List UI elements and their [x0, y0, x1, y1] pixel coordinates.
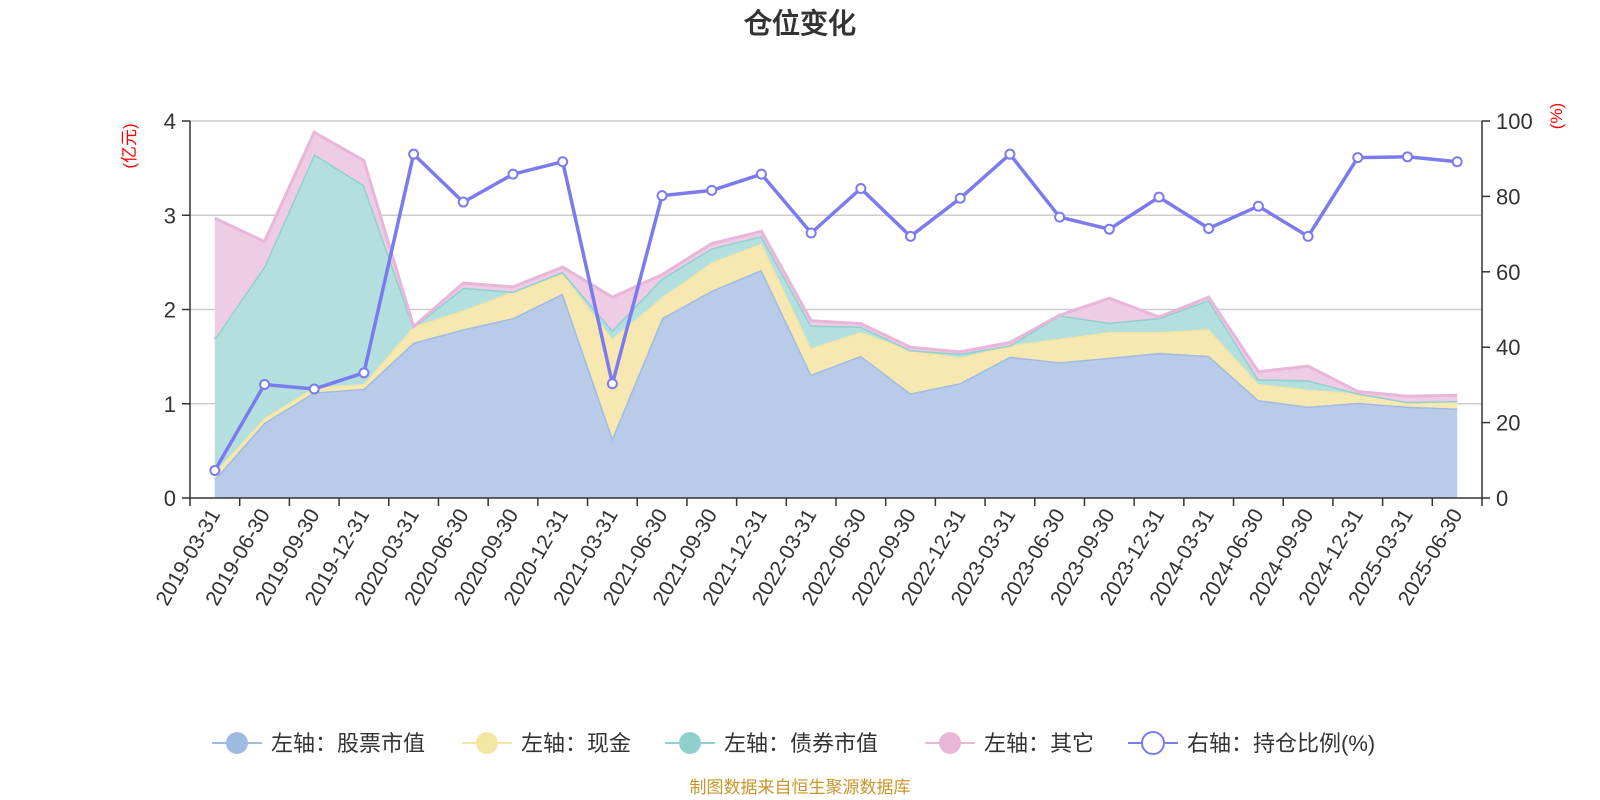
right-axis-unit: (%)	[1547, 103, 1566, 129]
left-tick-label: 2	[164, 298, 176, 323]
holding-ratio-point	[954, 192, 966, 204]
legend-label: 左轴：股票市值	[271, 731, 425, 756]
stacked-areas	[213, 130, 1458, 498]
legend-marker	[476, 732, 498, 754]
holding-ratio-point	[1451, 156, 1463, 168]
source-note: 制图数据来自恒生聚源数据库	[690, 778, 911, 797]
right-tick-label: 80	[1496, 184, 1520, 209]
chart-title: 仓位变化	[744, 7, 856, 39]
area-edge-other	[214, 130, 1458, 398]
right-tick-label: 60	[1496, 260, 1520, 285]
holding-ratio-line	[209, 148, 1463, 476]
left-tick-label: 4	[164, 109, 176, 134]
legend-marker	[1141, 731, 1165, 755]
legend-item[interactable]: 左轴：债券市值	[665, 731, 878, 756]
left-tick-label: 3	[164, 203, 176, 228]
holding-ratio-point	[805, 227, 817, 239]
legend-marker	[939, 732, 961, 754]
holding-ratio-point	[1302, 230, 1314, 242]
area-cash	[214, 243, 1458, 480]
legend-label: 左轴：其它	[984, 731, 1094, 756]
legend-marker	[226, 732, 248, 754]
holding-ratio-point	[358, 367, 370, 379]
legend-label: 左轴：债券市值	[724, 731, 878, 756]
holding-ratio-point	[1352, 152, 1364, 164]
right-tick-label: 20	[1496, 411, 1520, 436]
holding-ratio-point	[1054, 211, 1066, 223]
area-bond-value	[214, 154, 1458, 473]
holding-ratio-point	[1004, 148, 1016, 160]
legend-item[interactable]: 左轴：其它	[925, 731, 1094, 756]
holding-ratio-point	[507, 168, 519, 180]
holding-ratio-point	[408, 148, 420, 160]
area-other	[214, 132, 1458, 402]
holding-ratio-point	[557, 156, 569, 168]
holding-ratio-point	[755, 168, 767, 180]
holding-ratio-point	[905, 230, 917, 242]
legend: 左轴：股票市值 左轴：现金 左轴：债券市值 左轴：其它 右轴：持仓比例(%)	[212, 731, 1375, 756]
legend-item[interactable]: 左轴：现金	[462, 731, 631, 756]
right-tick-label: 100	[1496, 109, 1533, 134]
legend-item[interactable]: 右轴：持仓比例(%)	[1128, 731, 1375, 756]
holding-ratio-point	[209, 464, 221, 476]
holding-ratio-path	[213, 152, 1458, 472]
left-tick-label: 0	[164, 486, 176, 511]
holding-ratio-point	[457, 196, 469, 208]
right-tick-label: 40	[1496, 335, 1520, 360]
holding-ratio-point	[706, 184, 718, 196]
holding-ratio-point	[1103, 223, 1115, 235]
holding-ratio-point	[1252, 200, 1264, 212]
holding-ratio-point	[308, 383, 320, 395]
legend-marker	[679, 732, 701, 754]
left-tick-label: 1	[164, 392, 176, 417]
left-axis-unit: (亿元)	[120, 123, 139, 168]
legend-label: 右轴：持仓比例(%)	[1187, 731, 1375, 756]
legend-item[interactable]: 左轴：股票市值	[212, 731, 425, 756]
holding-ratio-point	[855, 182, 867, 194]
holding-ratio-point	[1401, 151, 1413, 163]
holding-ratio-point	[1203, 222, 1215, 234]
holding-ratio-point	[1153, 191, 1165, 203]
holding-ratio-point	[259, 379, 271, 391]
area-stock-value	[214, 269, 1458, 498]
legend-label: 左轴：现金	[521, 731, 631, 756]
right-tick-label: 0	[1496, 486, 1508, 511]
holding-ratio-point	[656, 190, 668, 202]
holding-ratio-point	[606, 378, 618, 390]
